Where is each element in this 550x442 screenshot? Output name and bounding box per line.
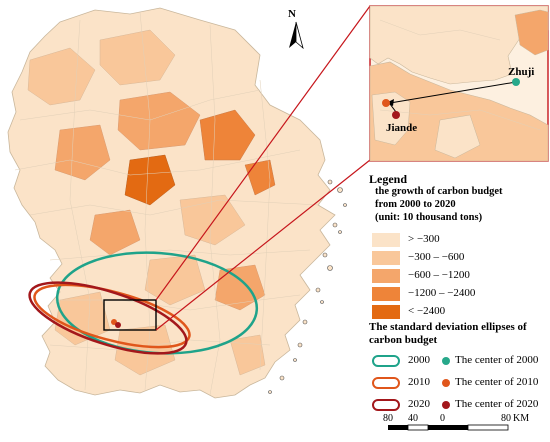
legend-subtitle-1: the growth of carbon budget: [375, 186, 503, 197]
legend-subtitle-2: from 2000 to 2020: [375, 199, 456, 210]
inset-label-jiande: Jiande: [386, 122, 418, 134]
region-class-2: [99, 29, 176, 86]
region-class-2: [114, 324, 176, 376]
region-class-3: [117, 91, 201, 151]
legend-swatch-3: [372, 269, 400, 283]
region-class-5: [124, 154, 176, 206]
inset-label-zhuji: Zhuji: [508, 66, 535, 78]
ellipse-year-2010: 2010: [408, 376, 430, 388]
ellipse-2020: [28, 281, 188, 355]
inset-connector-top: [155, 5, 371, 301]
inset-connector-bottom: [155, 159, 371, 331]
north-arrow: [289, 21, 304, 50]
center-swatch-2010: [442, 379, 450, 387]
ellipse-legend-title-1: The standard deviation ellipses of: [369, 321, 527, 333]
ellipse-swatch-2000: [372, 355, 400, 367]
ellipse-year-2000: 2000: [408, 354, 430, 366]
legend-class-label: < −2400: [408, 305, 446, 317]
center-swatch-2000: [442, 357, 450, 365]
north-label: N: [288, 8, 296, 20]
region-class-3: [54, 124, 111, 181]
focus-box: [103, 299, 157, 331]
ellipse-legend-title-2: carbon budget: [369, 334, 438, 346]
scale-bar: [388, 424, 509, 431]
legend-swatch-2: [372, 251, 400, 265]
legend-swatch-1: [372, 233, 400, 247]
inset-center-2000: [512, 78, 520, 86]
district-boundaries: [14, 11, 321, 396]
ellipse-swatch-2010: [372, 377, 400, 389]
region-class-2: [179, 194, 246, 246]
scale-tick-3: 0: [440, 413, 445, 424]
region-class-2: [27, 47, 96, 106]
legend-class-label: > −300: [408, 233, 440, 245]
inset-map: [369, 5, 549, 162]
center-2020-dot: [115, 322, 121, 328]
region-class-4: [244, 159, 276, 196]
center-label-2020: The center of 2020: [455, 398, 539, 410]
legend-class-label: −1200 – −2400: [408, 287, 476, 299]
scale-tick-2: 40: [408, 413, 418, 424]
inset-center-2010: [382, 99, 390, 107]
province-map: [7, 7, 336, 399]
legend-class-label: −300 – −600: [408, 251, 465, 263]
region-class-3: [214, 264, 266, 311]
scale-tick-1: 80: [383, 413, 393, 424]
ellipse-swatch-2020: [372, 399, 400, 411]
legend-class-label: −600 – −1200: [408, 269, 470, 281]
scale-tick-4: 80: [501, 413, 511, 424]
coastal-islands: [268, 179, 347, 394]
legend-title: Legend: [369, 172, 408, 186]
legend-swatch-4: [372, 287, 400, 301]
center-label-2010: The center of 2010: [455, 376, 539, 388]
region-class-2: [229, 334, 266, 376]
ellipse-year-2020: 2020: [408, 398, 430, 410]
legend-swatch-5: [372, 305, 400, 319]
scale-unit: KM: [513, 413, 530, 424]
center-label-2000: The center of 2000: [455, 354, 539, 366]
inset-center-2020: [392, 111, 400, 119]
legend-subtitle-3: (unit: 10 thousand tons): [375, 212, 483, 223]
center-shift-arrow: [389, 81, 517, 104]
center-swatch-2020: [442, 401, 450, 409]
